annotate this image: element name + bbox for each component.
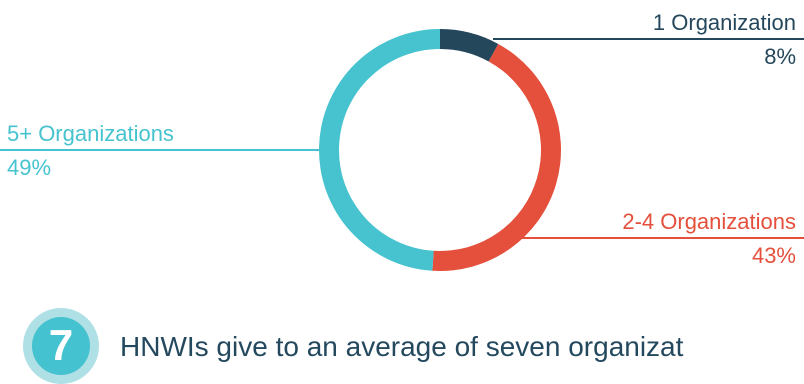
slice-5-plus-organizations [319,29,440,271]
data-label-1-organization: 8% [764,44,796,69]
data-label-2-4-organizations: 43% [751,243,796,268]
slice-2-4-organizations [432,43,561,272]
slice-1-organization [440,29,499,62]
footer-statement: HNWIs give to an average of seven organi… [120,331,684,362]
donut-chart [0,29,804,272]
legend-label-1-organization: 1 Organization [652,10,796,35]
legend-label-2-4-organizations: 2-4 Organizations [622,209,796,234]
legend-label-5-plus-organizations: 5+ Organizations [7,121,174,146]
number-badge-value: 7 [32,317,90,375]
number-badge: 7 [23,308,99,384]
data-label-5-plus-organizations: 49% [7,155,52,180]
